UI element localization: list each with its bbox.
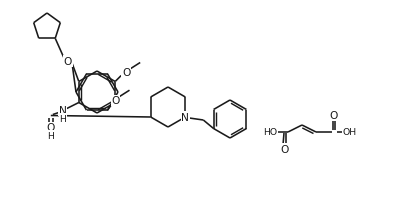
Text: N: N	[181, 112, 189, 122]
Text: HO: HO	[263, 128, 277, 137]
Text: H: H	[47, 131, 54, 140]
Text: O: O	[330, 110, 338, 120]
Text: H: H	[59, 114, 66, 123]
Text: O: O	[122, 68, 130, 78]
Text: O: O	[281, 144, 289, 154]
Text: O: O	[47, 123, 55, 133]
Text: N: N	[59, 106, 67, 116]
Text: O: O	[64, 57, 72, 67]
Text: OH: OH	[343, 128, 357, 137]
Text: O: O	[111, 96, 120, 106]
